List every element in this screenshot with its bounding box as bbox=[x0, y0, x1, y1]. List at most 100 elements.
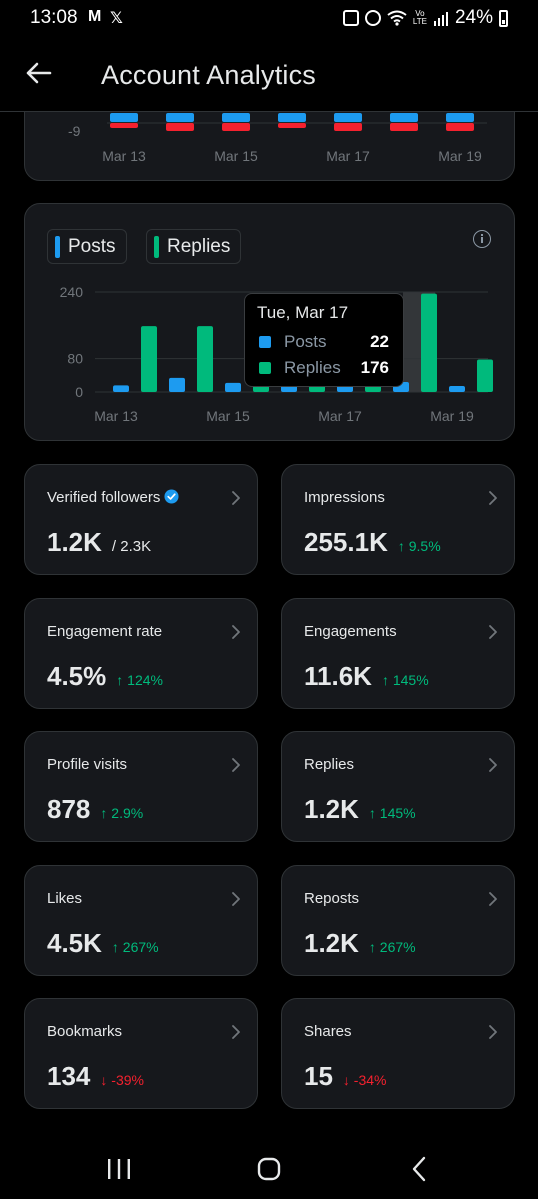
replies-bar[interactable] bbox=[477, 359, 493, 393]
chart-tooltip: Tue, Mar 17 Posts 22 Replies 176 bbox=[244, 293, 404, 387]
chevron-right-icon bbox=[232, 625, 240, 639]
previous-posts-bar bbox=[166, 113, 194, 122]
metric-value: 4.5% ↑ 124% bbox=[47, 661, 163, 692]
metric-value-number: 15 bbox=[304, 1061, 333, 1091]
home-icon[interactable] bbox=[254, 1154, 284, 1184]
tooltip-posts-value: 22 bbox=[370, 332, 389, 351]
metric-value-number: 878 bbox=[47, 794, 91, 824]
metric-total: / 2.3K bbox=[111, 538, 152, 555]
app-header: Account Analytics bbox=[0, 40, 538, 112]
metric-change: ↑ 2.9% bbox=[100, 805, 144, 821]
metric-card-likes[interactable]: Likes 4.5K ↑ 267% bbox=[24, 865, 258, 976]
x-tick-label: Mar 19 bbox=[438, 148, 482, 164]
status-indicators: Vo LTE 24% bbox=[342, 7, 508, 29]
metric-value: 15 ↓ -34% bbox=[304, 1061, 387, 1092]
replies-bar[interactable] bbox=[141, 326, 157, 392]
metric-label-text: Verified followers bbox=[47, 489, 161, 506]
metric-change: ↑ 267% bbox=[368, 939, 416, 955]
posts-bar[interactable] bbox=[169, 377, 185, 392]
metric-label-text: Likes bbox=[47, 890, 83, 907]
tooltip-replies-value: 176 bbox=[360, 358, 389, 377]
x-icon: 𝕏 bbox=[110, 10, 123, 27]
x-tick-label: Mar 13 bbox=[102, 148, 146, 164]
metric-card-verified-followers[interactable]: Verified followers 1.2K / 2.3K bbox=[24, 464, 258, 575]
recents-icon[interactable] bbox=[104, 1154, 134, 1184]
battery-icon bbox=[499, 9, 508, 27]
replies-bar[interactable] bbox=[421, 293, 437, 392]
metric-value: 134 ↓ -39% bbox=[47, 1061, 144, 1092]
metric-label-text: Bookmarks bbox=[47, 1023, 123, 1040]
previous-posts-bar bbox=[110, 113, 138, 122]
tooltip-row-posts: Posts 22 bbox=[257, 332, 393, 354]
alarm-icon bbox=[364, 10, 381, 26]
metric-value-number: 11.6K bbox=[304, 661, 372, 691]
metric-label: Profile visits bbox=[47, 756, 127, 773]
metric-card-engagements[interactable]: Engagements 11.6K ↑ 145% bbox=[281, 598, 515, 709]
metric-card-impressions[interactable]: Impressions 255.1K ↑ 9.5% bbox=[281, 464, 515, 575]
metric-card-reposts[interactable]: Reposts 1.2K ↑ 267% bbox=[281, 865, 515, 976]
x-tick-label: Mar 15 bbox=[214, 148, 258, 164]
y-tick-label: 80 bbox=[67, 351, 83, 367]
metric-label-text: Shares bbox=[304, 1023, 352, 1040]
metric-label: Engagements bbox=[304, 623, 397, 640]
metric-label: Engagement rate bbox=[47, 623, 162, 640]
metric-value-number: 1.2K bbox=[304, 928, 359, 958]
metric-card-profile-visits[interactable]: Profile visits 878 ↑ 2.9% bbox=[24, 731, 258, 842]
previous-posts-bar bbox=[278, 113, 306, 122]
metric-change: ↑ 145% bbox=[368, 805, 416, 821]
metric-label: Bookmarks bbox=[47, 1023, 122, 1040]
legend-posts-toggle[interactable]: Posts bbox=[47, 229, 127, 264]
metric-value-number: 134 bbox=[47, 1061, 91, 1091]
previous-posts-bar bbox=[390, 113, 418, 122]
x-tick-label: Mar 17 bbox=[326, 148, 370, 164]
status-bar: 13:08 M 𝕏 Vo LTE 24% bbox=[0, 0, 538, 36]
metric-label-text: Impressions bbox=[304, 489, 385, 506]
metric-card-bookmarks[interactable]: Bookmarks 134 ↓ -39% bbox=[24, 998, 258, 1109]
posts-bar[interactable] bbox=[225, 382, 241, 392]
metric-change: ↑ 145% bbox=[381, 672, 429, 688]
y-tick-label: -9 bbox=[68, 123, 81, 139]
metric-card-replies[interactable]: Replies 1.2K ↑ 145% bbox=[281, 731, 515, 842]
info-icon[interactable] bbox=[473, 230, 491, 248]
back-arrow-icon[interactable] bbox=[22, 56, 56, 90]
previous-posts-bar bbox=[446, 113, 474, 122]
signal-icon bbox=[433, 11, 448, 26]
chevron-right-icon bbox=[489, 625, 497, 639]
metric-value-number: 1.2K bbox=[304, 794, 359, 824]
back-icon[interactable] bbox=[405, 1154, 435, 1184]
metric-card-shares[interactable]: Shares 15 ↓ -34% bbox=[281, 998, 515, 1109]
metric-label: Impressions bbox=[304, 489, 385, 506]
replies-bar[interactable] bbox=[197, 326, 213, 392]
previous-replies-bar bbox=[334, 123, 362, 131]
previous-replies-bar bbox=[390, 123, 418, 131]
metric-card-engagement-rate[interactable]: Engagement rate 4.5% ↑ 124% bbox=[24, 598, 258, 709]
metric-value: 255.1K ↑ 9.5% bbox=[304, 527, 441, 558]
tooltip-replies-swatch bbox=[259, 362, 271, 374]
metric-change: ↑ 9.5% bbox=[397, 538, 441, 554]
wallet-icon bbox=[342, 10, 359, 26]
metric-label-text: Engagement rate bbox=[47, 623, 163, 640]
status-time: 13:08 bbox=[30, 7, 78, 28]
posts-bar[interactable] bbox=[449, 386, 465, 392]
tooltip-row-replies: Replies 176 bbox=[257, 358, 393, 380]
metric-value: 11.6K ↑ 145% bbox=[304, 661, 429, 692]
system-nav-bar bbox=[0, 1130, 538, 1199]
previous-posts-bar bbox=[222, 113, 250, 122]
battery-percent: 24% bbox=[454, 7, 493, 28]
chevron-right-icon bbox=[232, 491, 240, 505]
legend-replies-toggle[interactable]: Replies bbox=[146, 229, 242, 264]
y-tick-label: 0 bbox=[75, 384, 83, 400]
posts-bar[interactable] bbox=[113, 385, 129, 392]
gmail-icon: M bbox=[88, 8, 102, 25]
chevron-right-icon bbox=[489, 758, 497, 772]
previous-replies-bar bbox=[446, 123, 474, 131]
metric-value: 1.2K ↑ 267% bbox=[304, 928, 416, 959]
legend-posts-label: Posts bbox=[68, 235, 116, 257]
metric-value-number: 255.1K bbox=[304, 527, 388, 557]
metric-value: 878 ↑ 2.9% bbox=[47, 794, 143, 825]
metric-change: ↓ -39% bbox=[100, 1072, 144, 1088]
metric-label: Reposts bbox=[304, 890, 359, 907]
metric-label-text: Replies bbox=[304, 756, 355, 773]
volte-icon: Vo LTE bbox=[412, 9, 427, 26]
replies-swatch bbox=[154, 235, 159, 258]
